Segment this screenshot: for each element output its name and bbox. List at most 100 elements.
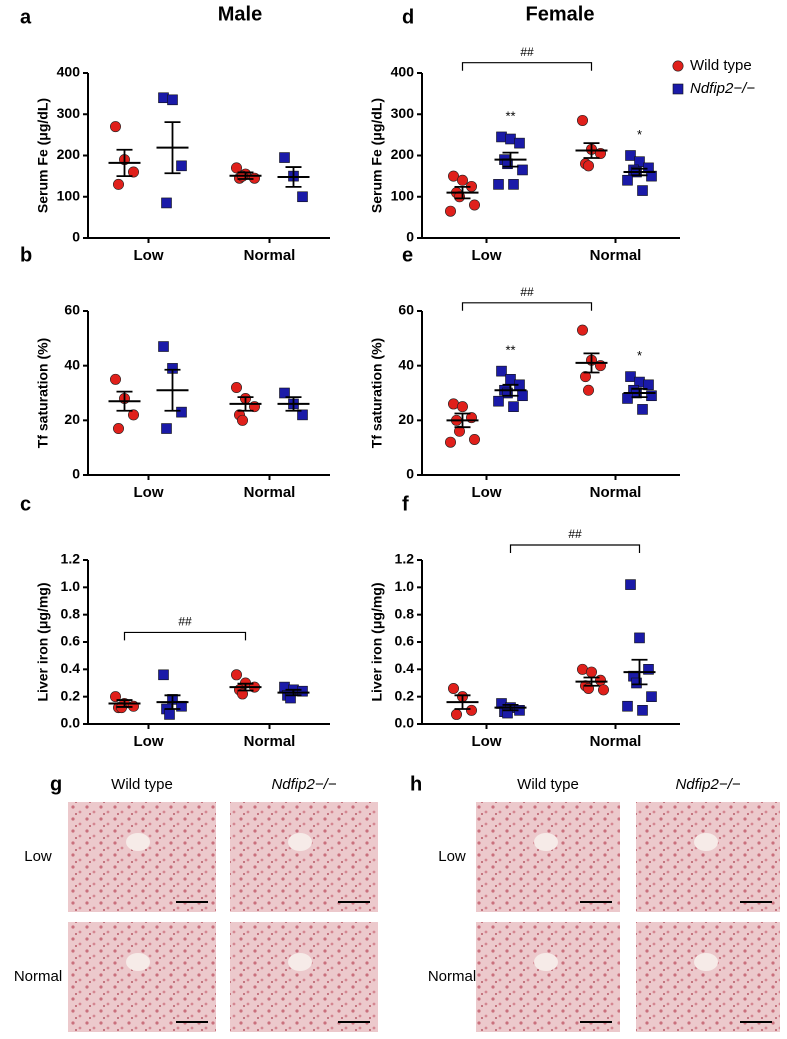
data-point	[128, 409, 140, 421]
error-bar	[285, 396, 302, 412]
data-point	[447, 170, 459, 182]
data-point	[444, 436, 456, 448]
significance-bracket	[509, 544, 641, 553]
y-tick-label: 0.2	[395, 687, 415, 703]
y-axis-label: Tf saturation (%)	[369, 338, 385, 448]
data-point	[637, 185, 648, 196]
y-tick-label: 60	[398, 302, 414, 318]
error-bar	[631, 388, 648, 398]
data-point	[110, 121, 122, 133]
x-tick-label: Low	[472, 247, 502, 264]
y-tick-label: 0.0	[61, 715, 81, 731]
data-point	[508, 179, 519, 190]
data-point	[505, 374, 516, 385]
panel-label: a	[20, 6, 32, 28]
data-point	[468, 199, 480, 211]
data-point	[634, 632, 645, 644]
error-bar	[116, 148, 133, 178]
data-point	[164, 709, 175, 720]
error-bar	[583, 142, 600, 159]
column-header: Ndfip2−/−	[271, 776, 336, 793]
y-tick-label: 60	[64, 302, 80, 318]
x-tick-label: Low	[134, 247, 164, 264]
y-tick-label: 1.2	[61, 551, 81, 567]
micrograph	[476, 802, 620, 912]
y-tick-label: 0.6	[395, 633, 415, 649]
data-point	[597, 684, 609, 696]
y-tick-label: 0	[406, 229, 414, 245]
data-point	[158, 341, 169, 352]
error-bar	[285, 688, 302, 697]
data-point	[637, 705, 648, 716]
y-tick-label: 0	[72, 466, 80, 482]
vessel	[694, 953, 718, 971]
significance-star: **	[505, 108, 515, 123]
data-point	[158, 669, 169, 681]
micrograph	[68, 802, 216, 912]
significance-star: **	[505, 343, 515, 358]
data-point	[643, 664, 654, 675]
data-point	[672, 83, 684, 95]
y-tick-label: 1.0	[395, 578, 415, 594]
vessel	[288, 953, 312, 971]
data-point	[646, 390, 657, 402]
data-point	[496, 365, 507, 377]
error-bar	[502, 383, 519, 397]
significance-label: ##	[178, 615, 192, 629]
error-bar	[631, 658, 648, 686]
micrograph	[68, 922, 216, 1032]
micrograph	[230, 802, 378, 912]
y-tick-label: 0.4	[395, 660, 415, 676]
error-bar	[583, 676, 600, 687]
y-axis-label: Liver iron (μg/mg)	[35, 582, 51, 701]
data-point	[493, 179, 504, 190]
x-tick-label: Low	[472, 733, 502, 750]
y-tick-label: 400	[57, 64, 81, 80]
y-tick-label: 1.2	[395, 551, 415, 567]
error-bar	[116, 390, 133, 412]
y-axis-label: Serum Fe (μg/dL)	[369, 98, 385, 213]
data-point	[465, 704, 477, 716]
vessel	[534, 953, 558, 971]
data-point	[594, 674, 606, 686]
x-tick-label: Low	[472, 484, 502, 501]
column-header: Wild type	[111, 776, 173, 793]
y-tick-label: 300	[391, 105, 415, 121]
data-point	[625, 150, 636, 161]
error-bar	[583, 352, 600, 374]
data-point	[176, 160, 187, 172]
panel-label: d	[402, 6, 414, 28]
data-point	[279, 152, 290, 163]
y-tick-label: 0.8	[395, 605, 415, 621]
data-point	[450, 708, 462, 720]
panel-label: c	[20, 493, 31, 515]
error-bar	[502, 703, 519, 712]
x-tick-label: Normal	[590, 733, 642, 750]
data-point	[176, 406, 187, 418]
data-point	[672, 60, 684, 72]
data-point	[158, 92, 169, 104]
data-point	[128, 166, 140, 178]
micrograph	[476, 922, 620, 1032]
significance-label: ##	[520, 285, 534, 299]
panel-label: g	[50, 773, 62, 795]
data-point	[502, 387, 513, 399]
data-point	[496, 131, 507, 143]
legend-label: Ndfip2−/−	[690, 80, 755, 97]
panel-label: f	[402, 493, 409, 515]
error-bar	[164, 694, 181, 710]
y-tick-label: 0.0	[395, 715, 415, 731]
data-point	[646, 691, 657, 702]
data-point	[113, 423, 125, 435]
data-point	[468, 433, 480, 445]
data-point	[517, 164, 528, 176]
data-point	[444, 205, 456, 217]
error-bar	[237, 682, 254, 692]
y-axis-label: Serum Fe (μg/dL)	[35, 98, 51, 213]
error-bar	[164, 368, 181, 412]
significance-star: *	[637, 348, 642, 363]
data-point	[517, 390, 528, 402]
data-point	[579, 371, 591, 383]
data-point	[585, 666, 597, 678]
